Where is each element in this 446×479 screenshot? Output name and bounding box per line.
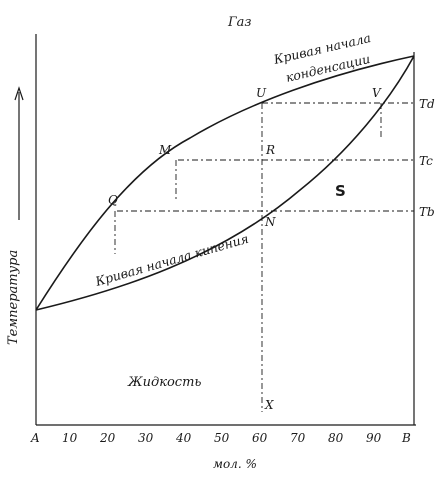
point-u-label: U xyxy=(256,86,267,100)
bubble-curve-label: Кривая начала кипения xyxy=(93,231,250,289)
tick-20: 20 xyxy=(99,431,116,445)
tick-b: B xyxy=(401,431,411,445)
gas-region-label: Газ xyxy=(227,15,251,30)
dew-point-curve xyxy=(35,55,415,311)
tick-60: 60 xyxy=(252,431,268,445)
region-s-label: S xyxy=(335,182,346,200)
tb-label: Tb xyxy=(419,205,435,219)
point-m-label: M xyxy=(158,143,172,157)
tick-70: 70 xyxy=(290,431,306,445)
point-v-label: V xyxy=(372,86,382,100)
tick-10: 10 xyxy=(62,431,78,445)
tick-90: 90 xyxy=(366,431,382,445)
tick-30: 30 xyxy=(138,431,154,445)
liquid-region-label: Жидкость xyxy=(127,375,202,390)
point-x-label: X xyxy=(264,398,274,412)
point-n-label: N xyxy=(264,215,276,229)
point-r-label: R xyxy=(265,143,275,157)
tick-a: A xyxy=(30,431,40,445)
tc-label: Tc xyxy=(419,154,433,168)
x-axis-title: мол. % xyxy=(213,457,257,471)
tick-40: 40 xyxy=(175,431,192,445)
tick-50: 50 xyxy=(214,431,230,445)
point-q-label: Q xyxy=(108,193,118,207)
bubble-point-curve xyxy=(35,55,415,311)
td-label: Td xyxy=(419,97,435,111)
temperature-arrow-head xyxy=(14,86,24,101)
tick-80: 80 xyxy=(328,431,344,445)
y-axis-title: Температура xyxy=(6,250,21,345)
